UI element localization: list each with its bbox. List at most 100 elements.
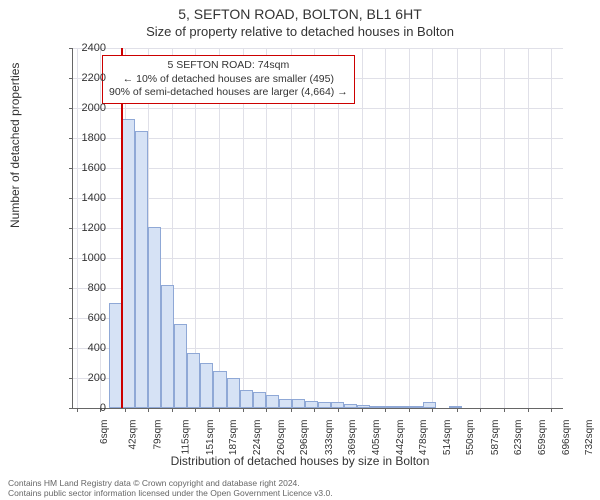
x-tick-label: 6sqm: [99, 420, 110, 444]
histogram-bar: [331, 402, 344, 408]
histogram-bar: [253, 392, 266, 409]
grid-line-v: [409, 48, 410, 408]
x-tick-mark: [172, 408, 173, 412]
x-tick-label: 550sqm: [465, 420, 476, 456]
histogram-bar: [200, 363, 213, 408]
y-tick-label: 2200: [66, 72, 106, 84]
x-tick-label: 732sqm: [584, 420, 595, 456]
x-tick-label: 514sqm: [442, 420, 453, 456]
y-tick-label: 200: [66, 372, 106, 384]
x-tick-label: 442sqm: [395, 420, 406, 456]
x-tick-mark: [291, 408, 292, 412]
y-tick-label: 2400: [66, 42, 106, 54]
x-tick-label: 115sqm: [180, 420, 191, 455]
x-tick-mark: [385, 408, 386, 412]
x-tick-mark: [528, 408, 529, 412]
y-tick-label: 800: [66, 282, 106, 294]
histogram-bar: [213, 371, 226, 409]
annotation-line1: 5 SEFTON ROAD: 74sqm: [109, 59, 348, 73]
grid-line-v: [432, 48, 433, 408]
x-tick-mark: [432, 408, 433, 412]
histogram-bar: [227, 378, 240, 408]
footer-line2: Contains public sector information licen…: [8, 488, 333, 498]
x-tick-label: 587sqm: [490, 420, 501, 456]
x-tick-mark: [480, 408, 481, 412]
y-tick-label: 1800: [66, 132, 106, 144]
y-tick-label: 2000: [66, 102, 106, 114]
grid-line-h: [73, 48, 563, 49]
footer-line1: Contains HM Land Registry data © Crown c…: [8, 478, 333, 488]
histogram-bar: [292, 399, 305, 408]
y-tick-label: 400: [66, 342, 106, 354]
x-tick-label: 187sqm: [228, 420, 239, 456]
x-tick-label: 369sqm: [347, 420, 358, 456]
x-tick-label: 623sqm: [513, 420, 524, 456]
y-tick-label: 1400: [66, 192, 106, 204]
x-tick-label: 478sqm: [418, 420, 429, 456]
histogram-bar: [135, 131, 148, 409]
y-tick-label: 1200: [66, 222, 106, 234]
x-tick-mark: [457, 408, 458, 412]
histogram-bar: [357, 405, 370, 408]
histogram-bar: [122, 119, 135, 409]
grid-line-h: [73, 108, 563, 109]
histogram-bar: [161, 285, 174, 408]
grid-line-v: [480, 48, 481, 408]
x-tick-mark: [504, 408, 505, 412]
x-tick-mark: [409, 408, 410, 412]
histogram-bar: [279, 399, 292, 408]
annotation-line3: 90% of semi-detached houses are larger (…: [109, 86, 348, 100]
y-tick-label: 1600: [66, 162, 106, 174]
histogram-bar: [449, 406, 462, 408]
x-tick-mark: [362, 408, 363, 412]
histogram-bar: [344, 404, 357, 408]
histogram-bar: [174, 324, 187, 408]
grid-line-v: [385, 48, 386, 408]
x-tick-mark: [243, 408, 244, 412]
x-tick-mark: [314, 408, 315, 412]
histogram-bar: [423, 402, 436, 408]
x-axis-label: Distribution of detached houses by size …: [0, 454, 600, 468]
x-tick-label: 333sqm: [324, 420, 335, 456]
x-tick-label: 696sqm: [561, 420, 572, 456]
x-tick-label: 151sqm: [205, 420, 216, 456]
x-tick-mark: [195, 408, 196, 412]
x-tick-mark: [125, 408, 126, 412]
annotation-box: 5 SEFTON ROAD: 74sqm ← 10% of detached h…: [102, 55, 355, 104]
x-tick-mark: [266, 408, 267, 412]
histogram-bar: [396, 406, 409, 408]
y-axis-label: Number of detached properties: [8, 63, 22, 228]
annotation-line2: ← 10% of detached houses are smaller (49…: [109, 73, 348, 87]
grid-line-v: [551, 48, 552, 408]
y-tick-label: 600: [66, 312, 106, 324]
x-tick-mark: [219, 408, 220, 412]
x-tick-label: 296sqm: [299, 420, 310, 456]
grid-line-v: [362, 48, 363, 408]
histogram-bar: [305, 401, 318, 408]
histogram-bar: [383, 406, 396, 408]
x-tick-label: 405sqm: [371, 420, 382, 456]
y-tick-label: 1000: [66, 252, 106, 264]
histogram-bar: [409, 406, 422, 408]
page-title: 5, SEFTON ROAD, BOLTON, BL1 6HT: [0, 0, 600, 22]
histogram-bar: [187, 353, 200, 409]
x-tick-mark: [148, 408, 149, 412]
histogram-bar: [370, 406, 383, 408]
histogram-bar: [266, 395, 279, 409]
footer-attribution: Contains HM Land Registry data © Crown c…: [8, 478, 333, 498]
x-tick-label: 659sqm: [537, 420, 548, 456]
y-tick-label: 0: [66, 402, 106, 414]
x-tick-label: 260sqm: [276, 420, 287, 456]
x-tick-mark: [551, 408, 552, 412]
histogram-bar: [148, 227, 161, 409]
grid-line-v: [504, 48, 505, 408]
x-tick-label: 224sqm: [252, 420, 263, 456]
grid-line-v: [528, 48, 529, 408]
histogram-bar: [240, 390, 253, 408]
page-subtitle: Size of property relative to detached ho…: [0, 24, 600, 39]
grid-line-v: [457, 48, 458, 408]
histogram-bar: [318, 402, 331, 408]
x-tick-label: 79sqm: [152, 420, 163, 450]
x-tick-mark: [338, 408, 339, 412]
histogram-bar: [109, 303, 122, 408]
